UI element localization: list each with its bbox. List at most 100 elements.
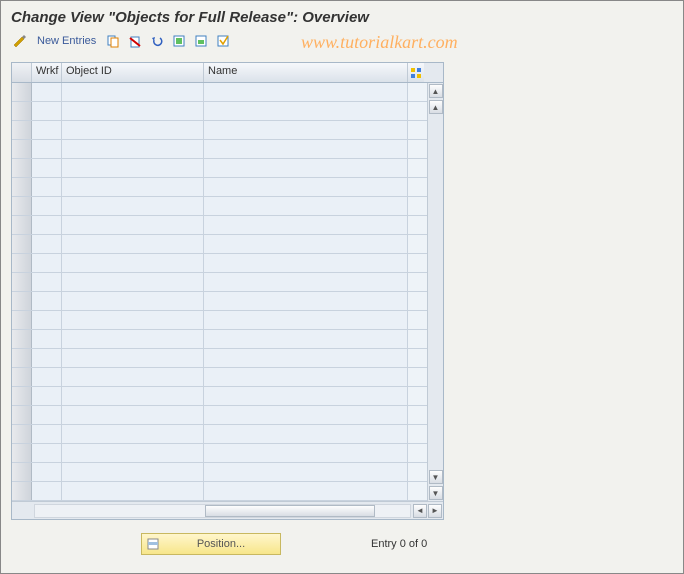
row-selector[interactable] xyxy=(12,368,32,386)
cell-wrkf[interactable] xyxy=(32,273,62,291)
cell-name[interactable] xyxy=(204,102,408,120)
row-selector[interactable] xyxy=(12,406,32,424)
row-selector[interactable] xyxy=(12,159,32,177)
cell-object-id[interactable] xyxy=(62,368,204,386)
cell-wrkf[interactable] xyxy=(32,121,62,139)
row-selector[interactable] xyxy=(12,216,32,234)
cell-object-id[interactable] xyxy=(62,235,204,253)
cell-wrkf[interactable] xyxy=(32,444,62,462)
cell-name[interactable] xyxy=(204,273,408,291)
delete-icon[interactable] xyxy=(126,32,144,50)
cell-object-id[interactable] xyxy=(62,273,204,291)
cell-object-id[interactable] xyxy=(62,197,204,215)
cell-name[interactable] xyxy=(204,444,408,462)
cell-object-id[interactable] xyxy=(62,159,204,177)
cell-wrkf[interactable] xyxy=(32,197,62,215)
cell-wrkf[interactable] xyxy=(32,330,62,348)
cell-object-id[interactable] xyxy=(62,330,204,348)
cell-name[interactable] xyxy=(204,349,408,367)
cell-name[interactable] xyxy=(204,463,408,481)
cell-wrkf[interactable] xyxy=(32,463,62,481)
table-row[interactable] xyxy=(12,83,427,102)
configure-columns-button[interactable] xyxy=(408,63,424,82)
table-row[interactable] xyxy=(12,482,427,501)
scroll-left-icon[interactable]: ◄ xyxy=(413,504,427,518)
cell-object-id[interactable] xyxy=(62,102,204,120)
select-block-icon[interactable] xyxy=(192,32,210,50)
cell-wrkf[interactable] xyxy=(32,254,62,272)
select-all-column[interactable] xyxy=(12,63,32,82)
row-selector[interactable] xyxy=(12,463,32,481)
table-row[interactable] xyxy=(12,102,427,121)
table-row[interactable] xyxy=(12,292,427,311)
column-header-name[interactable]: Name xyxy=(204,63,408,82)
table-row[interactable] xyxy=(12,406,427,425)
cell-object-id[interactable] xyxy=(62,140,204,158)
row-selector[interactable] xyxy=(12,235,32,253)
position-button[interactable]: Position... xyxy=(141,533,281,555)
cell-object-id[interactable] xyxy=(62,178,204,196)
cell-name[interactable] xyxy=(204,254,408,272)
cell-object-id[interactable] xyxy=(62,425,204,443)
cell-wrkf[interactable] xyxy=(32,140,62,158)
cell-wrkf[interactable] xyxy=(32,482,62,500)
table-row[interactable] xyxy=(12,311,427,330)
cell-name[interactable] xyxy=(204,121,408,139)
cell-name[interactable] xyxy=(204,216,408,234)
cell-name[interactable] xyxy=(204,482,408,500)
cell-wrkf[interactable] xyxy=(32,349,62,367)
copy-icon[interactable] xyxy=(104,32,122,50)
change-icon[interactable] xyxy=(11,32,29,50)
cell-object-id[interactable] xyxy=(62,121,204,139)
row-selector[interactable] xyxy=(12,444,32,462)
cell-name[interactable] xyxy=(204,83,408,101)
cell-wrkf[interactable] xyxy=(32,102,62,120)
cell-name[interactable] xyxy=(204,292,408,310)
table-row[interactable] xyxy=(12,387,427,406)
cell-wrkf[interactable] xyxy=(32,368,62,386)
cell-object-id[interactable] xyxy=(62,216,204,234)
cell-wrkf[interactable] xyxy=(32,425,62,443)
row-selector[interactable] xyxy=(12,178,32,196)
table-row[interactable] xyxy=(12,121,427,140)
cell-name[interactable] xyxy=(204,311,408,329)
cell-wrkf[interactable] xyxy=(32,216,62,234)
table-row[interactable] xyxy=(12,444,427,463)
cell-wrkf[interactable] xyxy=(32,406,62,424)
table-row[interactable] xyxy=(12,197,427,216)
row-selector[interactable] xyxy=(12,102,32,120)
cell-wrkf[interactable] xyxy=(32,178,62,196)
hscroll-track[interactable] xyxy=(34,504,411,518)
scroll-up-icon[interactable]: ▲ xyxy=(429,84,443,98)
table-row[interactable] xyxy=(12,425,427,444)
cell-object-id[interactable] xyxy=(62,292,204,310)
table-row[interactable] xyxy=(12,178,427,197)
cell-wrkf[interactable] xyxy=(32,292,62,310)
cell-name[interactable] xyxy=(204,140,408,158)
table-row[interactable] xyxy=(12,368,427,387)
cell-name[interactable] xyxy=(204,425,408,443)
cell-object-id[interactable] xyxy=(62,406,204,424)
table-row[interactable] xyxy=(12,463,427,482)
table-row[interactable] xyxy=(12,330,427,349)
cell-name[interactable] xyxy=(204,197,408,215)
row-selector[interactable] xyxy=(12,140,32,158)
scroll-right-icon[interactable]: ► xyxy=(428,504,442,518)
row-selector[interactable] xyxy=(12,387,32,405)
column-header-object-id[interactable]: Object ID xyxy=(62,63,204,82)
row-selector[interactable] xyxy=(12,273,32,291)
hscroll-thumb[interactable] xyxy=(205,505,375,517)
table-row[interactable] xyxy=(12,235,427,254)
cell-object-id[interactable] xyxy=(62,349,204,367)
cell-name[interactable] xyxy=(204,406,408,424)
cell-name[interactable] xyxy=(204,159,408,177)
cell-wrkf[interactable] xyxy=(32,159,62,177)
horizontal-scrollbar[interactable]: ◄ ► xyxy=(12,501,443,519)
row-selector[interactable] xyxy=(12,482,32,500)
cell-object-id[interactable] xyxy=(62,254,204,272)
cell-object-id[interactable] xyxy=(62,482,204,500)
cell-object-id[interactable] xyxy=(62,463,204,481)
row-selector[interactable] xyxy=(12,311,32,329)
row-selector[interactable] xyxy=(12,83,32,101)
table-row[interactable] xyxy=(12,216,427,235)
